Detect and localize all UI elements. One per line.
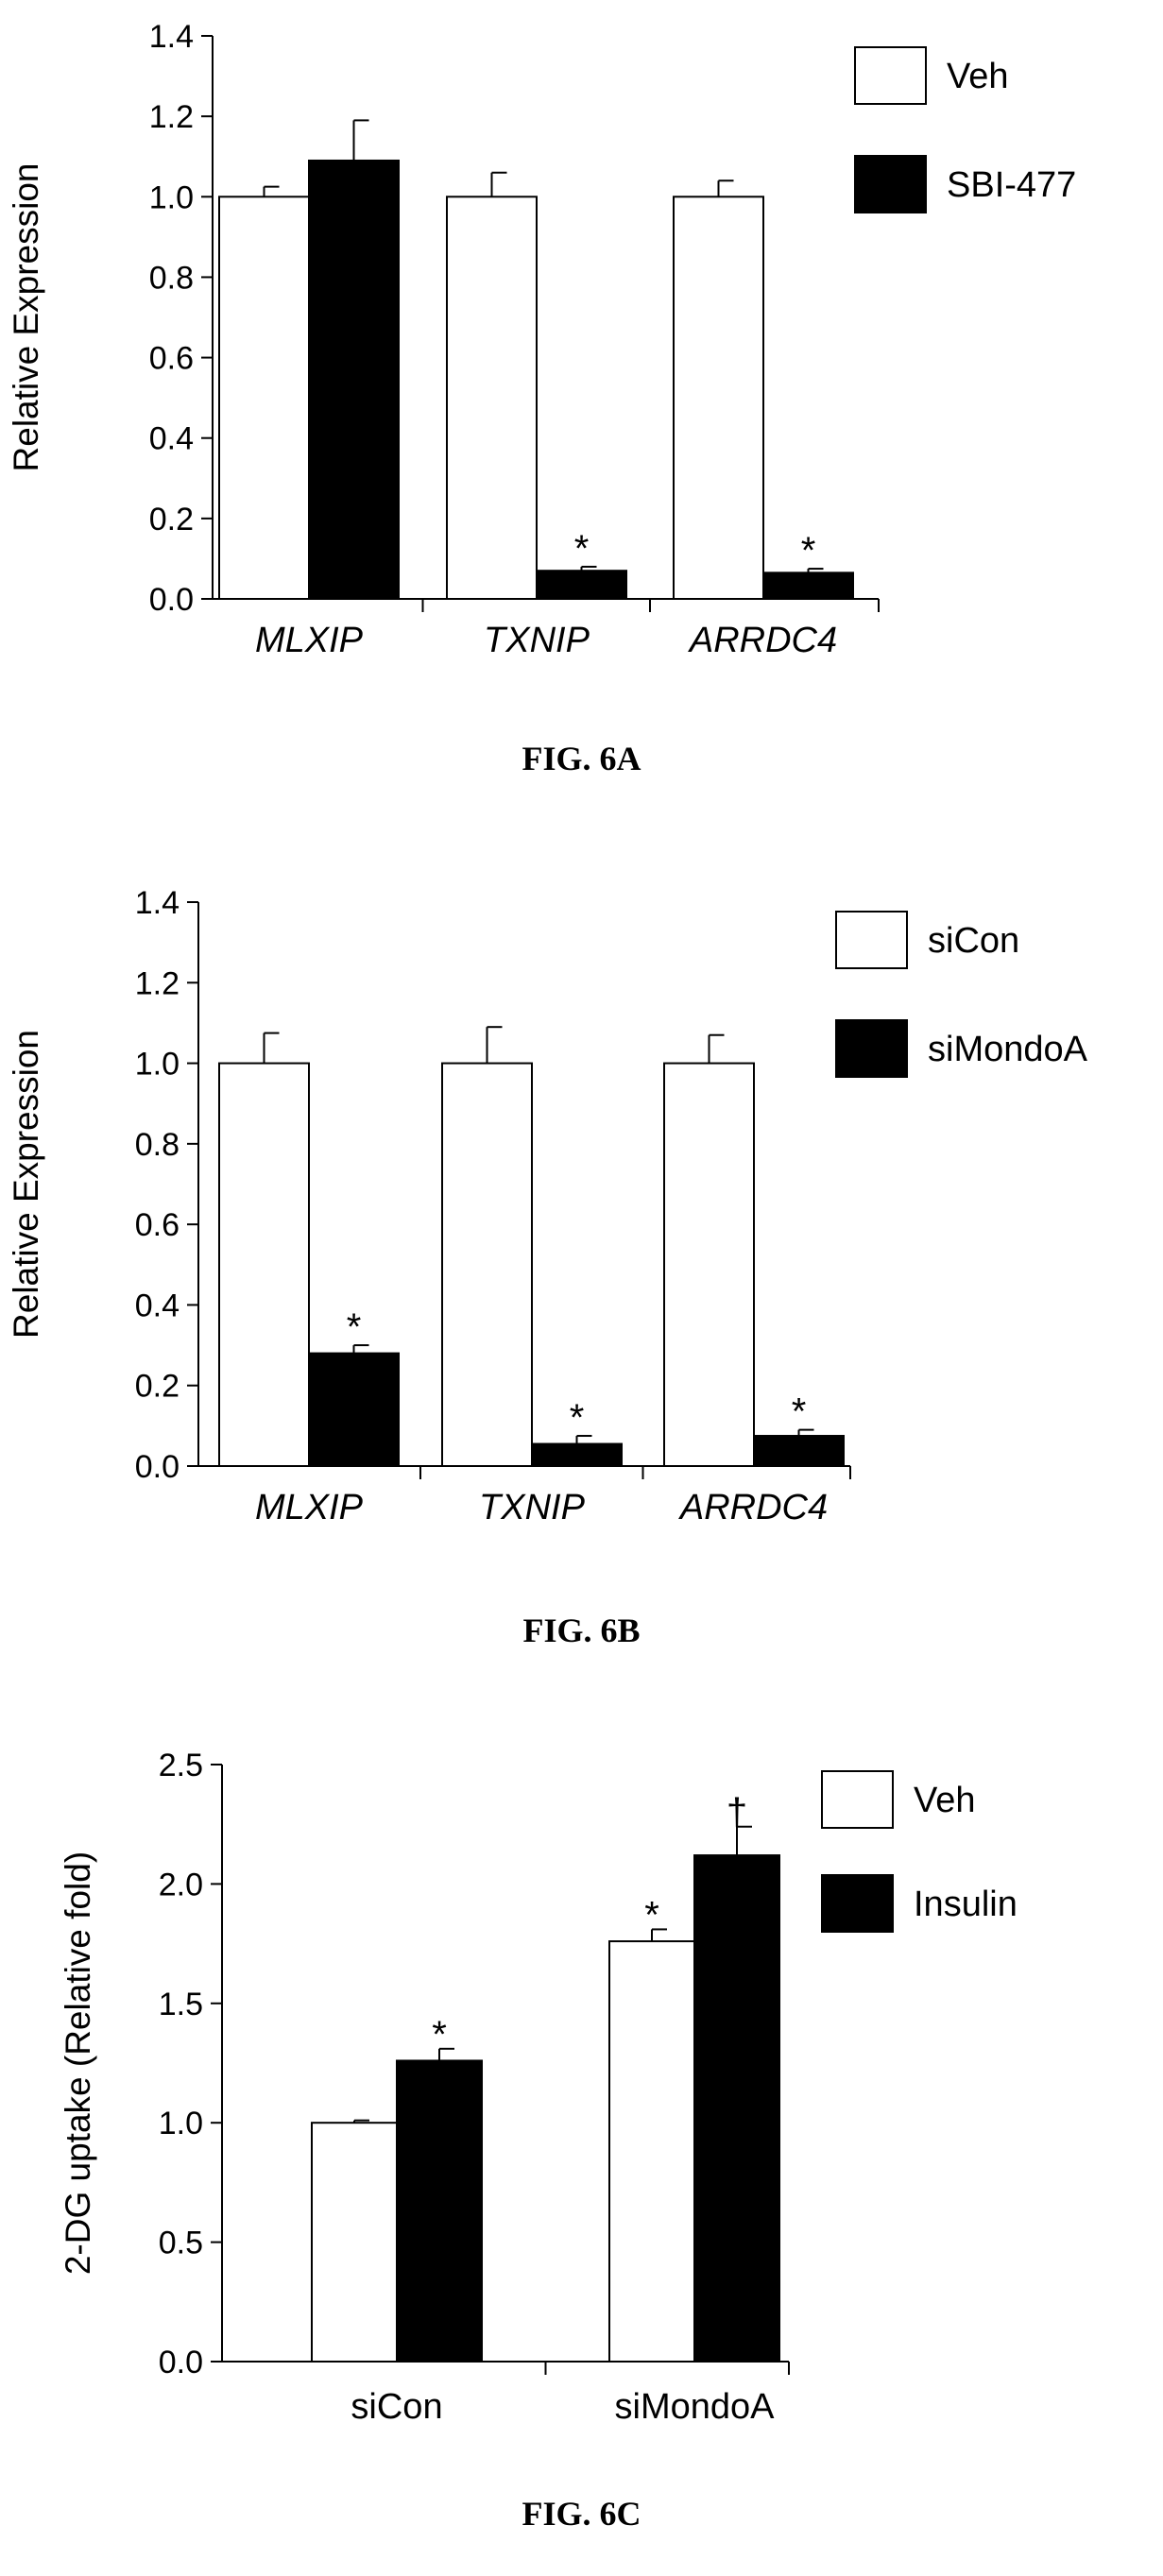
bar-sbi-477 [308, 159, 400, 600]
significance-mark: * [801, 530, 816, 571]
y-tick-label: 1.2 [149, 99, 194, 135]
y-axis-title: 2-DG uptake (Relative fold) [59, 1851, 97, 2275]
legend-swatch [821, 1770, 894, 1829]
bar-sbi-477 [536, 570, 627, 601]
x-category-label: TXNIP [479, 1488, 586, 1527]
legend-label: siMondoA [928, 1030, 1088, 1069]
legend-label: Veh [947, 57, 1009, 96]
y-axis-title: Relative Expression [7, 1030, 45, 1339]
significance-mark: † [727, 1792, 747, 1834]
y-tick-label: 1.2 [135, 965, 180, 1001]
chart-6c-svg: 0.0 0.5 1.0 1.5 2.0 2.5 2-DG uptake (Relative … [59, 1748, 1018, 2427]
y-tick-label: 1.4 [149, 19, 194, 55]
significance-mark: * [792, 1391, 807, 1433]
bar-veh [608, 1940, 695, 2363]
y-tick-label: 0.8 [149, 260, 194, 296]
x-category-label: siCon [351, 2387, 442, 2427]
x-category-label: TXNIP [484, 621, 590, 660]
bar-simondoa [753, 1435, 845, 1468]
legend-label: SBI-477 [947, 165, 1076, 205]
bar-veh [446, 196, 538, 601]
bar-sicon [441, 1062, 533, 1467]
significance-mark: * [644, 1894, 659, 1936]
y-tick-label: 2.5 [159, 1748, 203, 1783]
y-tick-label: 0.4 [149, 421, 194, 457]
bar-veh [311, 2122, 398, 2363]
bar-veh [218, 196, 310, 601]
figure-6c: 0.0 0.5 1.0 1.5 2.0 2.5 2-DG uptake (Relative … [0, 1700, 1163, 2456]
y-tick-label: 1.4 [135, 885, 180, 921]
y-tick-label: 0.6 [135, 1207, 180, 1243]
y-tick-label: 1.5 [159, 1987, 203, 2022]
bar-sicon [218, 1062, 310, 1467]
legend-swatch [835, 1019, 908, 1078]
y-tick-label: 0.8 [135, 1127, 180, 1163]
legend-label: Veh [914, 1781, 976, 1820]
bar-sicon [663, 1062, 755, 1467]
y-tick-label: 0.2 [149, 502, 194, 537]
x-category-label: MLXIP [255, 621, 364, 660]
figure-6a: 0.0 0.2 0.4 0.6 0.8 1.0 1.2 1.4 Relative Express… [0, 0, 1163, 718]
y-axis-title: Relative Expression [7, 163, 45, 472]
significance-mark: * [432, 2014, 447, 2056]
figure-6b: 0.0 0.2 0.4 0.6 0.8 1.0 1.2 1.4 Relative Express… [0, 850, 1163, 1587]
y-tick-label: 0.2 [135, 1369, 180, 1405]
y-tick-label: 1.0 [159, 2106, 203, 2141]
bar-simondoa [531, 1442, 623, 1468]
chart-6b-svg: 0.0 0.2 0.4 0.6 0.8 1.0 1.2 1.4 Relative Express… [7, 885, 1088, 1527]
significance-mark: * [570, 1397, 585, 1439]
legend-swatch [835, 911, 908, 969]
legend-swatch [854, 46, 927, 105]
figure-6c-caption: FIG. 6C [522, 2495, 641, 2533]
significance-mark: * [347, 1306, 362, 1348]
y-tick-label: 0.6 [149, 341, 194, 377]
y-tick-label: 1.0 [149, 179, 194, 215]
x-category-label: siMondoA [615, 2387, 776, 2427]
x-category-label: ARRDC4 [678, 1488, 828, 1527]
y-tick-label: 0.0 [149, 582, 194, 618]
x-category-label: ARRDC4 [688, 621, 837, 660]
significance-mark: * [574, 528, 590, 570]
bar-sbi-477 [762, 571, 854, 600]
bar-insulin [693, 1854, 780, 2363]
y-tick-label: 0.0 [159, 2345, 203, 2380]
y-tick-label: 0.0 [135, 1449, 180, 1485]
figure-6a-caption: FIG. 6A [522, 740, 641, 777]
y-tick-label: 2.0 [159, 1867, 203, 1902]
legend-swatch [821, 1874, 894, 1933]
bar-veh [673, 196, 764, 601]
legend-label: Insulin [914, 1885, 1018, 1924]
y-tick-label: 1.0 [135, 1047, 180, 1083]
y-tick-label: 0.4 [135, 1288, 180, 1323]
bar-insulin [396, 2059, 483, 2363]
bar-simondoa [308, 1352, 400, 1467]
legend-swatch [854, 155, 927, 213]
y-tick-label: 0.5 [159, 2226, 203, 2261]
legend-label: siCon [928, 921, 1019, 961]
chart-6a-svg: 0.0 0.2 0.4 0.6 0.8 1.0 1.2 1.4 Relative Express… [7, 19, 1076, 660]
x-category-label: MLXIP [255, 1488, 364, 1527]
figure-6b-caption: FIG. 6B [522, 1612, 641, 1649]
